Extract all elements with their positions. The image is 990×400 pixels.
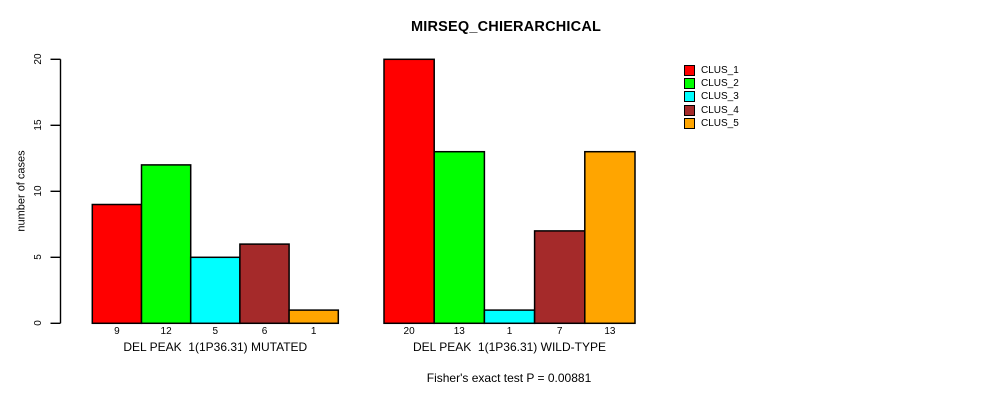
y-axis-tick-label: 15 bbox=[33, 119, 44, 131]
y-axis-tick-label: 20 bbox=[33, 53, 44, 65]
legend-swatch bbox=[684, 104, 695, 116]
legend-swatch bbox=[684, 65, 695, 76]
bar-clus_2 bbox=[433, 150, 486, 325]
bar-clus_1 bbox=[383, 58, 435, 325]
legend-label: CLUS_2 bbox=[701, 78, 739, 90]
bar-clus_4 bbox=[533, 230, 586, 325]
bar-clus_5 bbox=[288, 309, 340, 325]
bar-value-label: 20 bbox=[403, 326, 415, 338]
legend-swatch bbox=[684, 117, 695, 129]
legend-label: CLUS_4 bbox=[701, 104, 739, 116]
legend-swatch bbox=[684, 78, 695, 90]
y-axis-tick-label: 5 bbox=[33, 254, 44, 261]
group-label: DEL PEAK 1(1P36.31) WILD-TYPE bbox=[413, 340, 606, 354]
chart-title: MIRSEQ_CHIERARCHICAL bbox=[410, 18, 602, 35]
bar-clus_3 bbox=[189, 256, 241, 325]
bar-value-label: 13 bbox=[604, 326, 616, 338]
bar-clus_4 bbox=[239, 243, 290, 325]
bar-clus_1 bbox=[91, 203, 143, 325]
bar-value-label: 12 bbox=[160, 326, 172, 338]
bar-value-label: 6 bbox=[261, 326, 268, 338]
legend-swatch bbox=[684, 91, 695, 103]
legend-label: CLUS_3 bbox=[701, 91, 739, 103]
y-axis-label: number of cases bbox=[15, 150, 28, 232]
bar-clus_2 bbox=[140, 164, 192, 325]
bar-value-label: 1 bbox=[506, 326, 513, 338]
bar-value-label: 9 bbox=[114, 326, 120, 338]
legend-label: CLUS_1 bbox=[701, 65, 739, 76]
y-axis-tick-label: 0 bbox=[33, 320, 44, 327]
y-axis-tick-label: 10 bbox=[33, 185, 44, 197]
annotation-text: Fisher's exact test P = 0.00881 bbox=[426, 371, 592, 385]
bar-value-label: 5 bbox=[212, 326, 219, 338]
group-label: DEL PEAK 1(1P36.31) MUTATED bbox=[123, 340, 308, 354]
legend-label: CLUS_5 bbox=[701, 117, 739, 129]
bar-value-label: 13 bbox=[453, 326, 465, 338]
bar-value-label: 1 bbox=[310, 326, 317, 338]
bar-value-label: 7 bbox=[556, 326, 563, 338]
bar-clus_3 bbox=[483, 309, 536, 325]
bar-clus_5 bbox=[584, 150, 636, 325]
